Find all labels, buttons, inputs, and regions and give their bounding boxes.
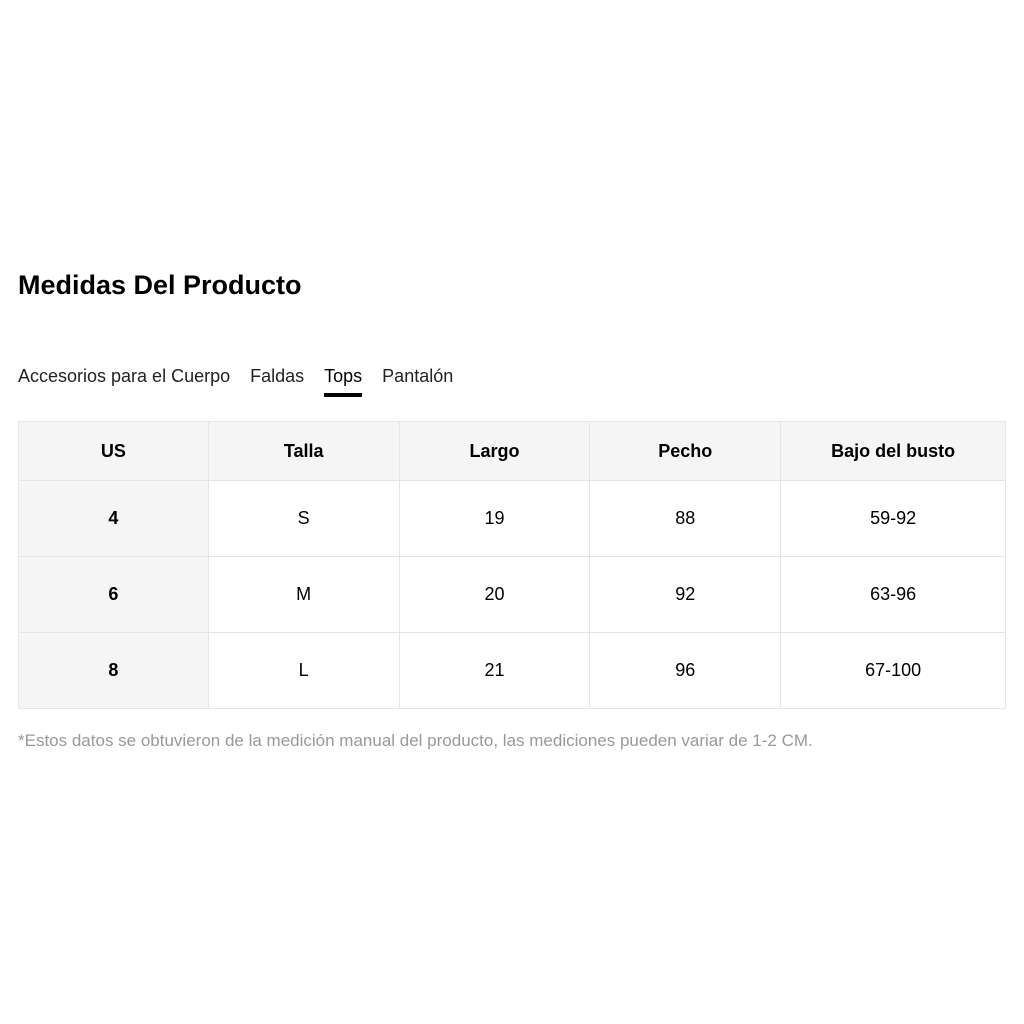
category-tabs: Accesorios para el Cuerpo Faldas Tops Pa…	[18, 366, 453, 397]
cell-us: 6	[18, 556, 209, 633]
measurement-note: *Estos datos se obtuvieron de la medició…	[18, 731, 813, 750]
header-largo: Largo	[398, 421, 591, 481]
cell-pecho: 92	[589, 556, 782, 633]
tab-pantalon[interactable]: Pantalón	[382, 366, 454, 386]
header-bajo-busto: Bajo del busto	[780, 421, 1006, 481]
cell-talla: S	[207, 480, 400, 557]
header-pecho: Pecho	[589, 421, 782, 481]
cell-talla: M	[207, 556, 400, 633]
cell-us: 4	[18, 480, 209, 557]
table-row: 4 S 19 88 59-92	[18, 480, 1006, 557]
cell-pecho: 96	[589, 632, 782, 709]
cell-bajo-busto: 59-92	[780, 480, 1006, 557]
page-title: Medidas Del Producto	[18, 270, 302, 300]
size-table: US Talla Largo Pecho Bajo del busto 4 S …	[18, 421, 1006, 709]
tab-faldas[interactable]: Faldas	[250, 366, 305, 386]
cell-talla: L	[207, 632, 400, 709]
table-row: 8 L 21 96 67-100	[18, 632, 1006, 709]
cell-bajo-busto: 63-96	[780, 556, 1006, 633]
cell-us: 8	[18, 632, 209, 709]
cell-largo: 19	[398, 480, 591, 557]
tab-tops[interactable]: Tops	[324, 366, 363, 397]
header-talla: Talla	[207, 421, 400, 481]
cell-bajo-busto: 67-100	[780, 632, 1006, 709]
cell-largo: 21	[398, 632, 591, 709]
cell-pecho: 88	[589, 480, 782, 557]
table-row: 6 M 20 92 63-96	[18, 556, 1006, 633]
tab-accesorios[interactable]: Accesorios para el Cuerpo	[18, 366, 231, 386]
header-us: US	[18, 421, 209, 481]
cell-largo: 20	[398, 556, 591, 633]
table-header-row: US Talla Largo Pecho Bajo del busto	[18, 421, 1006, 481]
